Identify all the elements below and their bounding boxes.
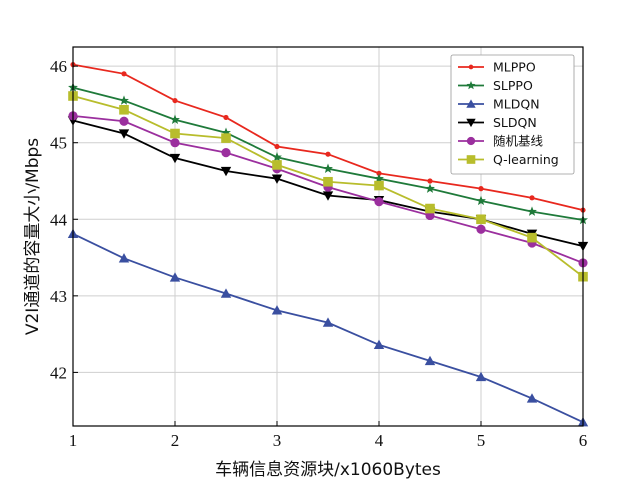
- data-point: [476, 195, 486, 206]
- data-point: [220, 166, 232, 177]
- data-point: [322, 191, 334, 201]
- legend-marker: [466, 80, 476, 90]
- data-point: [476, 224, 486, 234]
- data-point: [119, 95, 129, 105]
- data-point: [527, 232, 537, 243]
- y-tick-label: 42: [50, 363, 67, 382]
- y-tick-label: 45: [50, 134, 67, 153]
- data-point: [172, 97, 178, 104]
- legend-label: Q-learning: [493, 152, 559, 167]
- data-point: [119, 116, 129, 126]
- data-point: [118, 253, 130, 263]
- data-point: [220, 288, 232, 298]
- data-point: [374, 180, 384, 191]
- data-point: [169, 153, 181, 164]
- data-point: [121, 71, 127, 77]
- data-point: [170, 128, 180, 139]
- legend-marker: [466, 136, 476, 146]
- data-point: [272, 160, 282, 170]
- legend-label: SLDQN: [493, 115, 537, 130]
- data-point: [119, 104, 129, 115]
- data-point: [221, 127, 231, 137]
- legend-label: MLDQN: [493, 97, 540, 112]
- data-point: [427, 178, 433, 184]
- data-point: [424, 355, 436, 366]
- data-point: [425, 183, 435, 193]
- data-point: [118, 129, 130, 139]
- data-point: [475, 371, 487, 382]
- data-point: [170, 138, 180, 148]
- data-point: [376, 170, 382, 176]
- series-line: [72, 233, 584, 423]
- x-tick-label: 1: [69, 431, 78, 450]
- data-point: [323, 176, 333, 187]
- plot-frame: [72, 46, 584, 427]
- data-point: [373, 339, 385, 350]
- data-point: [169, 272, 181, 282]
- x-tick-label: 6: [579, 431, 588, 450]
- data-point: [529, 195, 535, 201]
- x-tick-label: 3: [273, 431, 282, 450]
- legend-label: MLPPO: [493, 60, 536, 75]
- data-point: [223, 114, 229, 121]
- data-point: [271, 174, 283, 184]
- data-point: [527, 206, 537, 216]
- y-tick-label: 44: [50, 210, 68, 229]
- x-tick-label: 2: [171, 431, 180, 450]
- series-2: [67, 228, 589, 427]
- data-point: [325, 151, 331, 157]
- data-point: [526, 393, 538, 403]
- x-axis-label: 车辆信息资源块/x1060Bytes: [215, 460, 441, 480]
- x-tick-label: 5: [477, 431, 486, 450]
- data-point: [221, 133, 231, 143]
- data-point: [323, 163, 333, 173]
- legend: MLPPO SLPPO MLDQN SLDQN 随机基线 Q-learning: [450, 54, 575, 175]
- data-point: [274, 143, 280, 150]
- data-point: [271, 305, 283, 315]
- x-tick-label: 4: [375, 431, 384, 450]
- data-point: [170, 114, 180, 124]
- data-point: [374, 197, 384, 207]
- y-tick-label: 46: [50, 57, 67, 76]
- data-point: [478, 186, 484, 192]
- data-point: [476, 214, 486, 225]
- legend-marker: [466, 118, 476, 128]
- legend-label: 随机基线: [493, 134, 544, 149]
- data-point: [221, 148, 231, 158]
- legend-marker: [466, 99, 476, 108]
- data-point: [272, 152, 282, 162]
- data-point: [425, 203, 435, 214]
- legend-marker: [468, 64, 474, 70]
- legend-label: SLPPO: [493, 78, 533, 93]
- legend-marker: [466, 155, 476, 164]
- data-point: [322, 317, 334, 327]
- y-tick-label: 43: [50, 287, 67, 306]
- y-axis-label: V2I通道的容量大小/Mbps: [23, 138, 43, 335]
- series-lines: [67, 62, 589, 427]
- data-point: [374, 173, 384, 183]
